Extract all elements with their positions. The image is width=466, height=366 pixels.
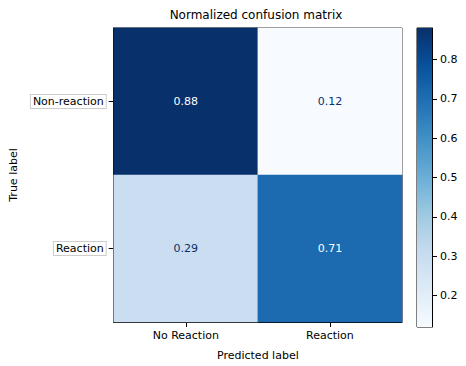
svg-text:Non-reaction: Non-reaction xyxy=(33,95,104,108)
svg-text:Reaction: Reaction xyxy=(306,329,354,342)
svg-text:0.3: 0.3 xyxy=(440,250,458,263)
svg-text:0.7: 0.7 xyxy=(440,92,458,105)
svg-text:0.6: 0.6 xyxy=(440,132,458,145)
svg-text:0.88: 0.88 xyxy=(174,95,199,108)
svg-text:0.29: 0.29 xyxy=(174,242,199,255)
svg-text:0.5: 0.5 xyxy=(440,171,458,184)
svg-text:0.12: 0.12 xyxy=(318,95,343,108)
svg-text:0.71: 0.71 xyxy=(318,242,343,255)
svg-text:0.4: 0.4 xyxy=(440,210,458,223)
svg-text:0.2: 0.2 xyxy=(440,289,458,302)
svg-text:Reaction: Reaction xyxy=(56,242,104,255)
svg-text:0.8: 0.8 xyxy=(440,53,458,66)
svg-text:True label: True label xyxy=(7,148,20,202)
svg-text:No Reaction: No Reaction xyxy=(153,329,219,342)
svg-text:Normalized confusion matrix: Normalized confusion matrix xyxy=(170,8,343,22)
svg-text:Predicted label: Predicted label xyxy=(217,349,299,362)
